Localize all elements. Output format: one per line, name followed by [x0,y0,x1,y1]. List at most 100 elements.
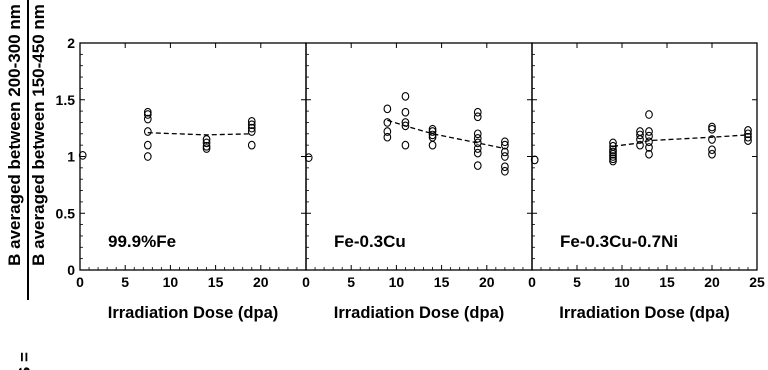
data-point [636,140,644,150]
data-point [202,144,211,153]
x-tick-label: 20 [253,274,269,290]
data-point [744,126,752,135]
data-point [383,127,392,136]
trend-line [612,134,749,147]
data-point [78,151,87,160]
data-point [530,155,539,165]
data-point [501,140,509,150]
y-tick-label: 1.5 [56,92,76,108]
data-point [636,135,644,144]
data-point [501,162,509,172]
data-point [143,127,152,136]
panel-1: 0 5 10 15 20 0 0.5 1 1.5 2 99.9%Fe Irradiation Dose… [56,35,307,322]
data-point [708,135,716,144]
data-point [708,124,716,134]
panels: 0 5 10 15 20 0 0.5 1 1.5 2 99.9%Fe Irradiation Dose… [56,35,765,322]
y-tick-label: 0.5 [56,205,76,221]
x-tick-label: 15 [659,274,675,290]
data-point [609,149,617,159]
data-point [645,137,653,147]
x-tick-label: 20 [704,274,720,290]
data-point [143,114,152,124]
data-point [645,143,653,152]
data-point [383,118,392,127]
x-tick-label: 20 [479,274,495,290]
data-point [428,140,437,150]
data-point [202,141,211,151]
data-point [744,132,752,142]
panel-label: 99.9%Fe [108,232,176,251]
data-point [501,166,509,176]
data-point [501,147,509,157]
y-label-numerator: B averaged between 200-300 nm [5,4,24,266]
panel-3: 0 5 10 15 20 25 Fe-0.3Cu-0.7Ni Irradiation Dose… [528,42,765,322]
data-point [428,127,437,136]
data-point [247,120,256,130]
x-tick-label: 10 [614,274,630,290]
x-axis-title: Irradiation Dose (dpa) [559,304,730,322]
data-point [609,152,617,161]
data-point [143,152,152,161]
data-point [401,140,410,150]
x-tick-label: 25 [749,274,765,290]
data-point [609,145,617,155]
x-tick-label: 5 [121,274,129,290]
data-point [383,132,392,142]
data-point [708,122,716,132]
data-point [383,104,392,114]
data-point [473,112,482,122]
data-point [247,123,256,133]
x-axis-title: Irradiation Dose (dpa) [108,304,279,322]
x-tick-label: 10 [163,274,179,290]
data-point [708,145,716,155]
data-point [202,138,211,148]
data-point [473,133,482,143]
x-tick-label: 15 [434,274,450,290]
data-point [401,121,410,131]
x-tick-label: 5 [347,274,355,290]
data-point [473,129,482,139]
y-tick-label: 0 [67,262,75,278]
data-point [636,130,644,140]
data-point [609,154,617,164]
y-axis-label: S = B averaged between 200-300 nm B aver… [5,0,48,370]
data-point [645,127,653,136]
data-point [473,161,482,170]
data-point [143,140,152,150]
data-point [744,129,752,139]
data-point [247,116,256,126]
data-point [645,131,653,141]
data-point [609,156,617,166]
data-point [473,138,482,148]
data-point [609,138,617,148]
panel-label: Fe-0.3Cu-0.7Ni [560,232,678,251]
data-point [645,110,653,119]
data-point [202,135,211,144]
x-axis-title: Irradiation Dose (dpa) [334,304,505,322]
data-point [143,110,152,119]
x-tick-label: 0 [528,274,536,290]
data-point [645,149,653,159]
data-point [609,147,617,157]
x-tick-label: 0 [76,274,84,290]
data-point [501,137,509,147]
data-point [247,140,256,150]
trend-line [147,132,252,136]
x-tick-label: 15 [208,274,224,290]
panel-2: 0 5 10 15 20 Fe-0.3Cu Irradiation Dose (dpa) [302,42,533,322]
panel-label: Fe-0.3Cu [334,232,406,251]
y-label-denominator: B averaged between 150-450 nm [29,4,48,266]
data-point [428,130,437,140]
y-tick-label: 2 [67,35,75,51]
data-point [473,144,482,153]
data-point [708,149,716,159]
data-point [501,152,509,161]
data-point [143,107,152,117]
x-tick-label: 0 [302,274,310,290]
x-tick-label: 5 [573,274,581,290]
y-label-prefix: S = [15,352,34,370]
data-point [401,118,410,127]
data-point [304,153,313,162]
y-tick-label: 1 [67,149,75,165]
